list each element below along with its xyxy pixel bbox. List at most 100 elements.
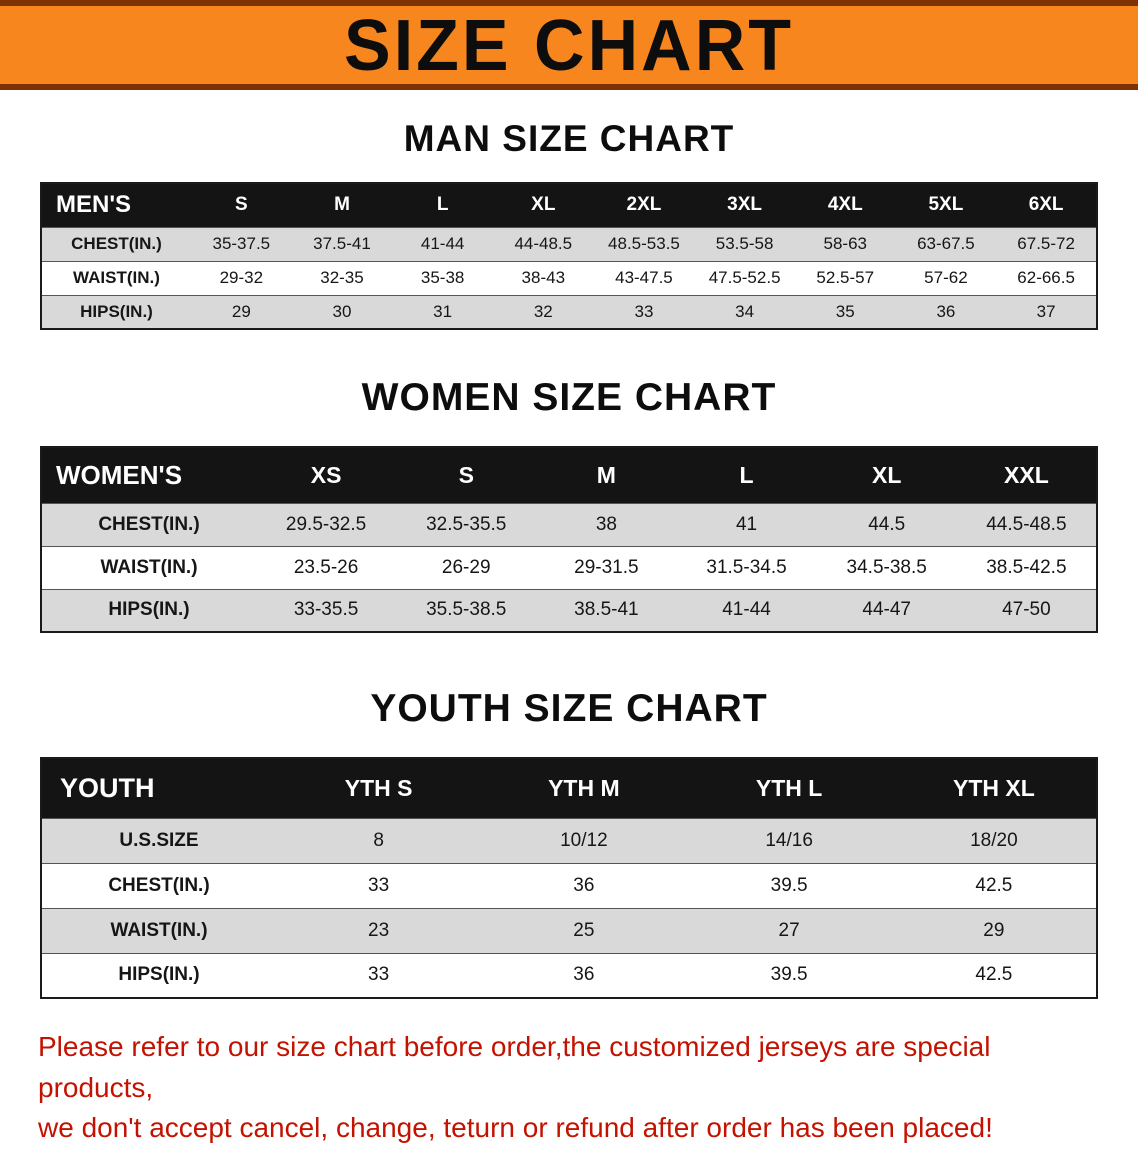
size-value: 41-44 <box>420 234 465 253</box>
size-value: 14/16 <box>765 829 813 851</box>
size-column-header: M <box>536 447 677 503</box>
size-value: 30 <box>332 301 352 321</box>
man-section-heading: MAN SIZE CHART <box>403 118 735 159</box>
size-value: 37.5-41 <box>313 234 371 253</box>
table-row: CHEST(IN.) 29.5-32.5 32.5-35.5 38 41 44.5 44.5… <box>41 503 1097 546</box>
size-value: 10/12 <box>560 829 608 851</box>
table-row: CHEST(IN.) 35-37.5 37.5-41 41-44 44-48.5 48.5… <box>41 227 1097 261</box>
table-header-row: YOUTH YTH S YTH M YTH L YTH XL <box>41 758 1097 818</box>
size-value: 25 <box>573 919 595 941</box>
size-value: 29 <box>983 919 1005 941</box>
size-value: 63-67.5 <box>917 234 975 253</box>
table-row: U.S.SIZE 8 10/12 14/16 18/20 <box>41 818 1097 863</box>
size-value: 43-47.5 <box>615 268 673 287</box>
size-value: 57-62 <box>924 268 968 287</box>
size-value: 32 <box>533 301 553 321</box>
size-value: 39.5 <box>770 964 808 986</box>
table-row: HIPS(IN.) 33 36 39.5 42.5 <box>41 953 1097 998</box>
size-value: 33 <box>368 874 390 896</box>
size-column-header: XXL <box>956 447 1097 503</box>
size-value: 8 <box>373 829 384 851</box>
row-label: U.S.SIZE <box>119 829 199 851</box>
size-value: 36 <box>573 964 595 986</box>
men-size-table: MEN'S S M L XL 2XL 3XL 4XL 5XL 6XL CHEST(IN.) 35-37… <box>40 182 1098 330</box>
size-value: 53.5-58 <box>715 234 774 253</box>
size-value: 52.5-57 <box>816 268 875 287</box>
size-value: 29 <box>231 301 251 321</box>
size-column-header: YTH L <box>686 758 892 818</box>
size-value: 23 <box>368 919 390 941</box>
size-value: 41 <box>735 513 758 535</box>
size-value: 31 <box>433 301 453 321</box>
table-row: HIPS(IN.) 33-35.5 35.5-38.5 38.5-41 41-44 44-… <box>41 589 1097 632</box>
size-value: 29-32 <box>219 268 264 287</box>
size-value: 39.5 <box>770 874 808 896</box>
size-column-header: XL <box>816 447 957 503</box>
row-label: WAIST(IN.) <box>110 919 208 941</box>
row-label: HIPS(IN.) <box>108 599 190 621</box>
table-header-row: MEN'S S M L XL 2XL 3XL 4XL 5XL 6XL <box>41 183 1097 227</box>
size-value: 67.5-72 <box>1017 234 1075 253</box>
size-value: 23.5-26 <box>293 556 359 578</box>
table-row: WAIST(IN.) 23.5-26 26-29 29-31.5 31.5-34.5 34… <box>41 546 1097 589</box>
size-value: 44.5 <box>868 513 906 535</box>
size-value: 62-66.5 <box>1017 268 1075 287</box>
size-column-header: YTH M <box>481 758 687 818</box>
table-header-row: WOMEN'S XS S M L XL XXL <box>41 447 1097 503</box>
row-label: CHEST(IN.) <box>98 513 200 535</box>
table-row: HIPS(IN.) 29 30 31 32 33 34 35 36 37 <box>41 295 1097 329</box>
size-column-header: XL <box>492 183 594 227</box>
row-label: CHEST(IN.) <box>71 234 162 253</box>
size-value: 29-31.5 <box>574 556 639 578</box>
size-value: 27 <box>778 919 800 941</box>
size-column-header: XS <box>256 447 397 503</box>
size-value: 35-37.5 <box>212 234 271 253</box>
row-label: HIPS(IN.) <box>80 301 153 321</box>
disclaimer-text: Please refer to our size chart before or… <box>38 1027 1100 1149</box>
size-value: 18/20 <box>970 829 1018 851</box>
size-value: 32-35 <box>320 268 364 287</box>
disclaimer-line-1: Please refer to our size chart before or… <box>38 1031 991 1103</box>
size-value: 36 <box>936 301 956 321</box>
table-corner-label: WOMEN'S <box>41 447 256 503</box>
size-value: 34.5-38.5 <box>846 556 927 578</box>
size-value: 44-47 <box>862 599 911 621</box>
youth-section-heading: YOUTH SIZE CHART <box>370 687 768 730</box>
size-column-header: YTH S <box>276 758 482 818</box>
disclaimer-line-2: we don't accept cancel, change, teturn o… <box>38 1112 993 1144</box>
size-value: 47.5-52.5 <box>708 268 781 287</box>
size-value: 33 <box>368 964 390 986</box>
size-column-header: L <box>392 183 493 227</box>
size-value: 31.5-34.5 <box>706 556 787 578</box>
row-label: WAIST(IN.) <box>100 556 198 578</box>
size-column-header: YTH XL <box>891 758 1097 818</box>
size-value: 47-50 <box>1002 599 1051 621</box>
size-value: 38 <box>595 513 617 535</box>
size-value: 44.5-48.5 <box>986 513 1067 535</box>
size-column-header: 5XL <box>895 183 997 227</box>
size-column-header: 6XL <box>996 183 1097 227</box>
size-value: 36 <box>573 874 595 896</box>
table-corner-label: YOUTH <box>41 758 276 818</box>
row-label: WAIST(IN.) <box>73 268 160 287</box>
size-value: 41-44 <box>722 599 771 621</box>
table-row: CHEST(IN.) 33 36 39.5 42.5 <box>41 863 1097 908</box>
women-section-heading: WOMEN SIZE CHART <box>361 376 777 419</box>
size-column-header: S <box>396 447 537 503</box>
size-value: 37 <box>1036 301 1056 321</box>
table-corner-label: MEN'S <box>41 183 191 227</box>
size-value: 32.5-35.5 <box>426 513 507 535</box>
size-value: 38.5-41 <box>574 599 639 621</box>
youth-size-table: YOUTH YTH S YTH M YTH L YTH XL U.S.SIZE 8 10/12… <box>40 757 1098 999</box>
size-column-header: S <box>191 183 292 227</box>
size-value: 33 <box>634 301 654 321</box>
size-column-header: 3XL <box>694 183 795 227</box>
size-column-header: L <box>676 447 817 503</box>
size-value: 35-38 <box>420 268 465 287</box>
row-label: CHEST(IN.) <box>108 874 210 896</box>
size-value: 26-29 <box>441 556 491 578</box>
size-value: 42.5 <box>975 964 1013 986</box>
size-column-header: 2XL <box>593 183 695 227</box>
size-column-header: M <box>291 183 393 227</box>
size-value: 29.5-32.5 <box>285 513 367 535</box>
